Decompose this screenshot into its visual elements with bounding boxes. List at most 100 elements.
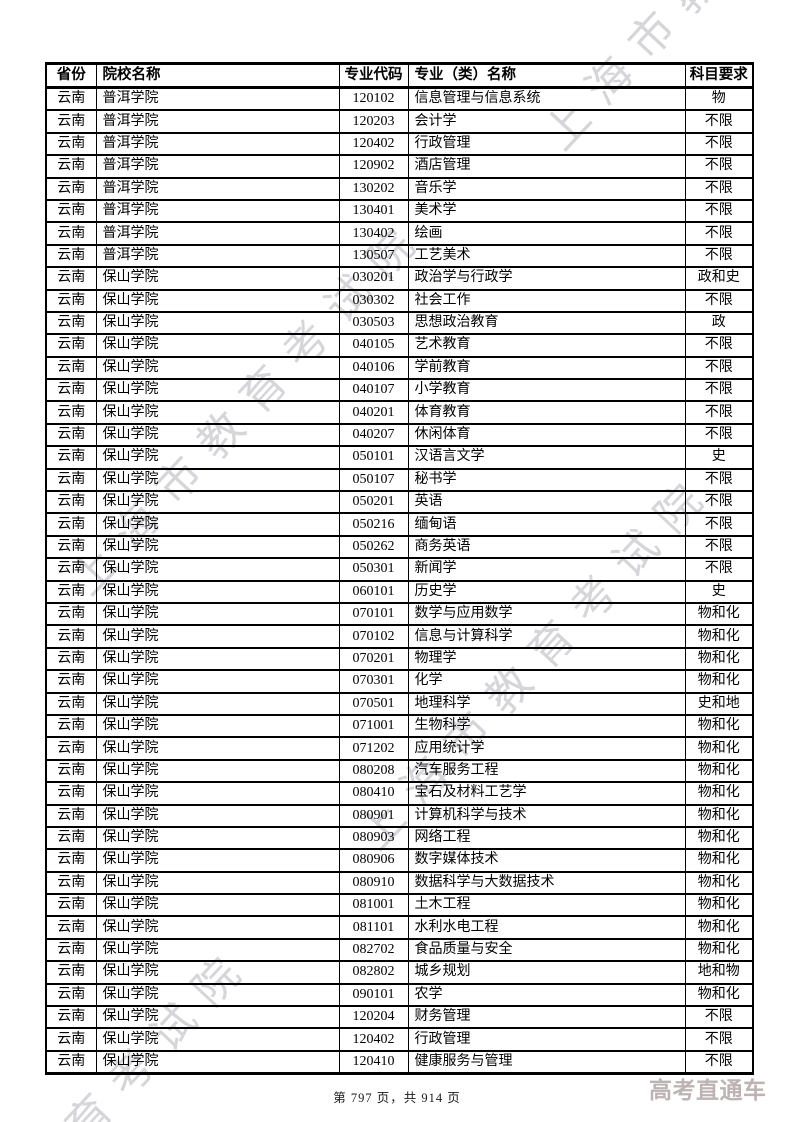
cell-province: 云南: [45, 512, 97, 537]
cell-code: 071001: [338, 713, 409, 739]
header-province: 省份: [45, 62, 97, 89]
cell-code: 050201: [338, 490, 409, 515]
cell-school: 保山学院: [95, 534, 340, 560]
table-row: 云南 保山学院 080901 计算机科学与技术 物和化: [45, 803, 754, 828]
table-row: 云南 普洱学院 130202 音乐学 不限: [45, 176, 754, 201]
cell-code: 081101: [338, 915, 409, 940]
cell-province: 云南: [45, 86, 97, 112]
cell-major: 秘书学: [407, 467, 686, 493]
cell-major: 化学: [407, 669, 686, 694]
cell-major: 健康服务与管理: [407, 1049, 686, 1076]
table-row: 云南 普洱学院 120402 行政管理 不限: [45, 131, 754, 157]
cell-province: 云南: [45, 333, 97, 358]
table-row: 云南 保山学院 050216 缅甸语 不限: [45, 512, 754, 537]
table-row: 云南 保山学院 082802 城乡规划 地和物: [45, 960, 754, 985]
cell-subjects: 不限: [684, 198, 754, 224]
cell-province: 云南: [45, 982, 97, 1008]
table-row: 云南 保山学院 070101 数学与应用数学 物和化: [45, 601, 754, 627]
cell-province: 云南: [45, 467, 97, 493]
table-row: 云南 普洱学院 120102 信息管理与信息系统物: [45, 86, 754, 112]
cell-school: 保山学院: [95, 624, 340, 649]
cell-province: 云南: [45, 1027, 97, 1052]
gaokao-express-logo-watermark: 高考直通车: [649, 1077, 767, 1103]
header-row: 省份 院校名称 专业代码 专业（类）名称 科目要求: [45, 62, 754, 89]
cell-subjects: 史: [684, 445, 754, 470]
cell-major: 行政管理: [407, 131, 686, 157]
cell-school: 保山学院: [95, 1027, 340, 1052]
cell-code: 040201: [338, 400, 409, 425]
cell-code: 050216: [338, 512, 409, 537]
cell-province: 云南: [45, 803, 97, 828]
cell-subjects: 物和化: [684, 937, 754, 963]
cell-province: 云南: [45, 422, 97, 448]
table-row: 云南 保山学院 080208 汽车服务工程 物和化: [45, 758, 754, 784]
cell-code: 071202: [338, 736, 409, 761]
cell-school: 保山学院: [95, 803, 340, 828]
header-school: 院校名称: [95, 62, 340, 89]
table-row: 云南 保山学院 080906 数字媒体技术 物和化: [45, 848, 754, 873]
cell-school: 保山学院: [95, 355, 340, 381]
cell-major: 财务管理: [407, 1004, 686, 1030]
table-row: 云南 保山学院 040201 体育教育 不限: [45, 400, 754, 425]
cell-school: 保山学院: [95, 781, 340, 806]
cell-province: 云南: [45, 893, 97, 918]
cell-major: 物理学: [407, 646, 686, 672]
cell-province: 云南: [45, 601, 97, 627]
cell-subjects: 不限: [684, 243, 754, 269]
table-row: 云南 普洱学院 120902 酒店管理 不限: [45, 154, 754, 179]
cell-code: 050107: [338, 467, 409, 493]
cell-major: 酒店管理: [407, 154, 686, 179]
cell-major: 绘画: [407, 221, 686, 246]
table-row: 云南 保山学院 040107 小学教育 不限: [45, 378, 754, 403]
table-row: 云南 保山学院 120204 财务管理 不限: [45, 1004, 754, 1030]
cell-major: 汽车服务工程: [407, 758, 686, 784]
cell-province: 云南: [45, 937, 97, 963]
cell-code: 120402: [338, 1027, 409, 1052]
cell-subjects: 不限: [684, 467, 754, 493]
cell-province: 云南: [45, 1049, 97, 1076]
cell-school: 普洱学院: [95, 154, 340, 179]
cell-province: 云南: [45, 109, 97, 134]
cell-major: 网络工程: [407, 825, 686, 851]
cell-province: 云南: [45, 355, 97, 381]
cell-code: 080410: [338, 781, 409, 806]
table-row: 云南 保山学院 050262 商务英语 不限: [45, 534, 754, 560]
table-body: 云南 普洱学院 120102 信息管理与信息系统物云南 普洱学院 120203 会计学 不限云…: [45, 86, 754, 1076]
cell-code: 070201: [338, 646, 409, 672]
cell-subjects: 不限: [684, 400, 754, 425]
cell-major: 行政管理: [407, 1027, 686, 1052]
cell-school: 普洱学院: [95, 198, 340, 224]
cell-subjects: 政: [684, 310, 754, 336]
table-row: 云南 保山学院 090101 农学 物和化: [45, 982, 754, 1008]
cell-province: 云南: [45, 198, 97, 224]
cell-code: 030503: [338, 310, 409, 336]
table-row: 云南 保山学院 081001 土木工程 物和化: [45, 893, 754, 918]
cell-code: 070101: [338, 601, 409, 627]
table-row: 云南 保山学院 060101 历史学史: [45, 579, 754, 605]
cell-code: 130402: [338, 221, 409, 246]
cell-subjects: 物和化: [684, 601, 754, 627]
cell-subjects: 政和史: [684, 266, 754, 291]
cell-province: 云南: [45, 646, 97, 672]
table-row: 云南 保山学院 071202 应用统计学 物和化: [45, 736, 754, 761]
cell-province: 云南: [45, 131, 97, 157]
cell-major: 地理科学: [407, 691, 686, 716]
cell-school: 普洱学院: [95, 221, 340, 246]
cell-school: 保山学院: [95, 915, 340, 940]
table-row: 云南 保山学院 040106 学前教育 不限: [45, 355, 754, 381]
cell-code: 120902: [338, 154, 409, 179]
cell-province: 云南: [45, 848, 97, 873]
cell-school: 保山学院: [95, 467, 340, 493]
cell-major: 信息管理与信息系统: [407, 86, 686, 112]
cell-province: 云南: [45, 400, 97, 425]
cell-code: 040107: [338, 378, 409, 403]
cell-major: 小学教育: [407, 378, 686, 403]
cell-subjects: 物和化: [684, 803, 754, 828]
cell-subjects: 不限: [684, 490, 754, 515]
cell-subjects: 不限: [684, 109, 754, 134]
cell-subjects: 不限: [684, 378, 754, 403]
cell-subjects: 不限: [684, 355, 754, 381]
header-major-name: 专业（类）名称: [407, 62, 686, 89]
cell-major: 计算机科学与技术: [407, 803, 686, 828]
cell-subjects: 物和化: [684, 893, 754, 918]
